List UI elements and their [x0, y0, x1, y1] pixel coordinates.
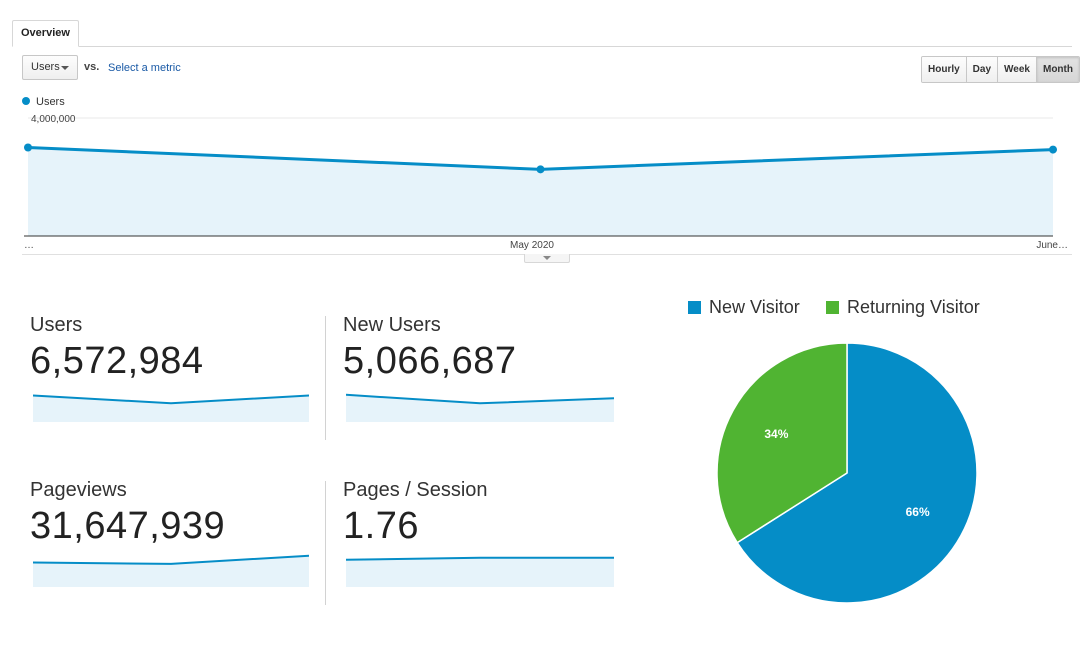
- range-hourly-button[interactable]: Hourly: [922, 57, 967, 82]
- x-tick-label: May 2020: [510, 240, 554, 251]
- metric-dropdown-label: Users: [31, 61, 60, 73]
- chevron-down-icon: [61, 66, 69, 70]
- pie-legend-label: New Visitor: [709, 297, 800, 317]
- chart-collapse-toggle[interactable]: [524, 254, 570, 263]
- pie-slice-label: 66%: [906, 505, 930, 519]
- pie-slice-returning-visitor[interactable]: [716, 342, 848, 544]
- scorecard-divider: [325, 316, 326, 440]
- series-dot-icon: [22, 97, 30, 105]
- pie-slice-label: 34%: [764, 427, 788, 441]
- scorecard-sparkline: [346, 556, 614, 587]
- pie-legend-new-visitor[interactable]: New Visitor: [688, 297, 800, 318]
- range-month-button[interactable]: Month: [1036, 57, 1079, 82]
- sparkline-area: [346, 557, 614, 587]
- scorecard-value: 5,066,687: [343, 340, 517, 382]
- chevron-down-icon: [543, 256, 551, 260]
- scorecard-label: New Users: [343, 314, 441, 336]
- scorecard-sparkline: [33, 394, 309, 422]
- sparkline-line: [346, 556, 614, 561]
- main-chart-legend: Users: [22, 96, 65, 108]
- scorecard-label: Pageviews: [30, 479, 127, 501]
- range-week-button[interactable]: Week: [998, 57, 1037, 82]
- sparkline-line: [346, 393, 614, 405]
- metric-dropdown[interactable]: Users: [22, 55, 78, 80]
- tab-bar: Overview: [12, 20, 1072, 47]
- sparkline-area: [33, 555, 309, 587]
- main-chart-legend-label: Users: [36, 96, 65, 108]
- time-range-toggle: Hourly Day Week Month: [921, 56, 1080, 83]
- scorecard-divider: [325, 481, 326, 605]
- users-data-point[interactable]: [24, 143, 32, 152]
- sparkline-area: [33, 395, 309, 422]
- x-tick-label: …: [24, 240, 34, 251]
- pie-slice-new-visitor[interactable]: [736, 342, 978, 604]
- scorecard-label: Users: [30, 314, 83, 336]
- users-area: [28, 147, 1053, 236]
- pie-legend-label: Returning Visitor: [847, 297, 980, 317]
- users-data-point[interactable]: [536, 165, 545, 174]
- users-data-point[interactable]: [1049, 145, 1057, 154]
- users-over-time-chart: 4,000,0002,000,000…May 2020June…: [24, 114, 1068, 251]
- scorecard-value: 6,572,984: [30, 340, 204, 382]
- pie-legend-returning-visitor[interactable]: Returning Visitor: [826, 297, 980, 318]
- select-metric-link[interactable]: Select a metric: [108, 62, 181, 74]
- sparkline-line: [33, 394, 309, 405]
- legend-swatch: [826, 301, 839, 314]
- y-tick-label: 4,000,000: [31, 114, 76, 125]
- range-day-button[interactable]: Day: [966, 57, 999, 82]
- scorecard-sparkline: [346, 393, 614, 422]
- scorecard-value: 31,647,939: [30, 505, 226, 547]
- vs-label: vs.: [84, 61, 100, 73]
- sparkline-line: [33, 554, 309, 565]
- scorecard-value: 1.76: [343, 505, 419, 547]
- legend-swatch: [688, 301, 701, 314]
- scorecard-label: Pages / Session: [343, 479, 488, 501]
- scorecard-sparkline: [33, 554, 309, 587]
- visitor-type-pie-chart: 66% 34%: [716, 342, 978, 604]
- x-tick-label: June…: [1036, 240, 1068, 251]
- tab-overview[interactable]: Overview: [12, 20, 79, 47]
